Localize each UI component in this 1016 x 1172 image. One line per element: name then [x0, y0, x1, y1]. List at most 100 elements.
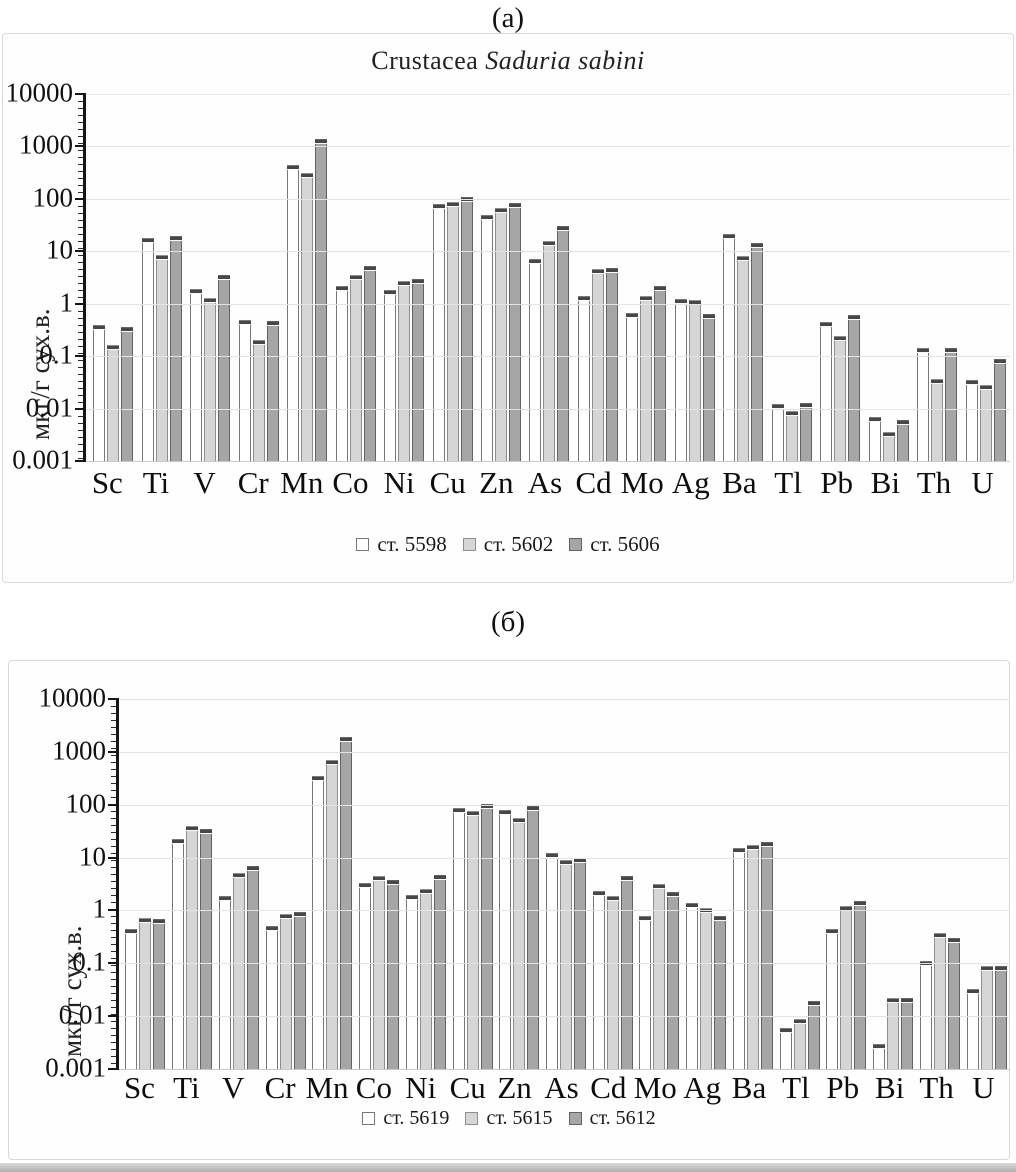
bar-group — [913, 94, 961, 461]
x-tick-label: Sc — [91, 465, 123, 500]
error-bar-cap — [785, 411, 798, 416]
bar-Zn-series2 — [494, 207, 507, 461]
x-tick-label: Cd — [575, 465, 612, 500]
bar-U-series1 — [966, 988, 979, 1069]
bar-Ba-series3 — [760, 841, 773, 1069]
error-bar-cap — [232, 874, 245, 879]
error-bar-cap — [654, 286, 667, 291]
y-axis-minor-ticks — [111, 699, 116, 1069]
x-tick-label: Cr — [237, 465, 269, 500]
bar-Mn-series1 — [312, 775, 325, 1069]
error-bar-cap — [732, 849, 745, 854]
bar-Th-series2 — [933, 932, 946, 1069]
y-tick-label: 10000 — [5, 77, 74, 108]
y-tick-label: 10 — [79, 840, 106, 871]
x-tick-label: Zn — [479, 465, 514, 500]
bar-Pb-series1 — [820, 321, 833, 461]
gridline — [86, 94, 1010, 95]
x-axis-labels: Sc Ti V Cr Mn Co Ni Cu Zn As Cd Mo Ag Ba Tl Pb Bi Th U — [116, 1070, 1007, 1105]
y-tick-label: 0.01 — [58, 999, 106, 1030]
error-bar-cap — [980, 966, 993, 971]
error-bar-cap — [446, 203, 459, 208]
bar-Sc-series3 — [153, 918, 166, 1069]
y-tick-label: 1000 — [19, 129, 73, 160]
bar-Co-series1 — [359, 883, 372, 1069]
bars-layer — [119, 699, 1010, 1069]
bar-Cr-series3 — [293, 911, 306, 1069]
bar-Ag-series3 — [714, 915, 727, 1069]
x-tick-label: Bi — [875, 1070, 905, 1105]
gridline — [86, 356, 1010, 358]
x-tick-label: Ni — [383, 465, 415, 500]
error-bar-cap — [287, 165, 300, 170]
error-bar-cap — [559, 861, 572, 865]
x-tick-label: Cr — [264, 1070, 296, 1105]
bar-group — [428, 94, 476, 461]
bar-group — [283, 94, 331, 461]
bar-Tl-series2 — [785, 410, 798, 461]
error-bar-cap — [882, 433, 895, 438]
error-bar-cap — [405, 895, 418, 900]
y-tick-label: 1 — [92, 893, 107, 924]
y-axis-major-tick — [75, 197, 86, 200]
error-bar-cap — [933, 933, 946, 938]
y-axis-major-tick — [75, 145, 86, 148]
error-bar-cap — [979, 386, 992, 391]
bar-Cd-series1 — [592, 891, 605, 1069]
y-tick-label: 100 — [32, 182, 74, 213]
legend-swatch — [356, 538, 370, 551]
bar-group — [916, 699, 963, 1069]
x-tick-label: Ag — [671, 465, 710, 500]
y-axis-major-tick — [108, 909, 119, 912]
error-bar-cap — [527, 806, 540, 811]
bar-Pb-series2 — [834, 336, 847, 461]
bar-group — [816, 94, 864, 461]
bar-Ba-series1 — [723, 234, 736, 461]
x-tick-label: Ag — [683, 1070, 722, 1105]
error-bar-cap — [674, 299, 687, 304]
bar-group — [331, 94, 379, 461]
x-tick-label: Pb — [820, 465, 854, 500]
bar-group — [823, 699, 870, 1069]
error-bar-cap — [737, 256, 750, 261]
error-bar-cap — [412, 280, 425, 285]
plot-area: 10000 1000 100 10 1 0.1 0.01 0.001 — [39, 684, 1010, 1081]
error-bar-cap — [326, 761, 339, 766]
bar-Mo-series3 — [667, 892, 680, 1069]
error-bar-cap — [387, 881, 400, 886]
bar-group — [169, 699, 216, 1069]
bar-Ti-series3 — [200, 828, 213, 1069]
gridline — [119, 1016, 1010, 1018]
x-tick-label: V — [222, 1070, 245, 1105]
bar-group — [477, 94, 525, 461]
x-tick-label: Cu — [429, 465, 466, 500]
bar-Sc-series2 — [139, 917, 152, 1069]
x-tick-label: Cd — [590, 1070, 627, 1105]
error-bar-cap — [868, 417, 881, 422]
error-bar-cap — [279, 915, 292, 920]
error-bar-cap — [359, 884, 372, 889]
bars-layer — [86, 94, 1010, 461]
gridline — [119, 804, 1010, 806]
legend-label: ст. 5612 — [589, 1107, 656, 1129]
x-tick-label: Ba — [722, 465, 757, 500]
x-tick-label: V — [193, 465, 216, 500]
bar-Mn-series3 — [315, 138, 328, 461]
error-bar-cap — [887, 999, 900, 1004]
bar-group — [574, 94, 622, 461]
x-tick-label: Mo — [620, 465, 664, 500]
bar-group — [671, 94, 719, 461]
bar-group — [356, 699, 403, 1069]
error-bar-cap — [686, 903, 699, 908]
chart-title-prefix: Crustacea — [371, 46, 486, 75]
bar-As-series2 — [543, 240, 556, 461]
error-bar-cap — [945, 349, 958, 354]
error-bar-cap — [606, 896, 619, 901]
error-bar-cap — [335, 286, 348, 291]
bar-U-series2 — [980, 965, 993, 1069]
legend-swatch — [465, 1112, 479, 1125]
bar-Cd-series3 — [605, 268, 618, 461]
bar-Cr-series2 — [279, 914, 292, 1069]
error-bar-cap — [640, 297, 653, 302]
error-bar-cap — [139, 918, 152, 923]
